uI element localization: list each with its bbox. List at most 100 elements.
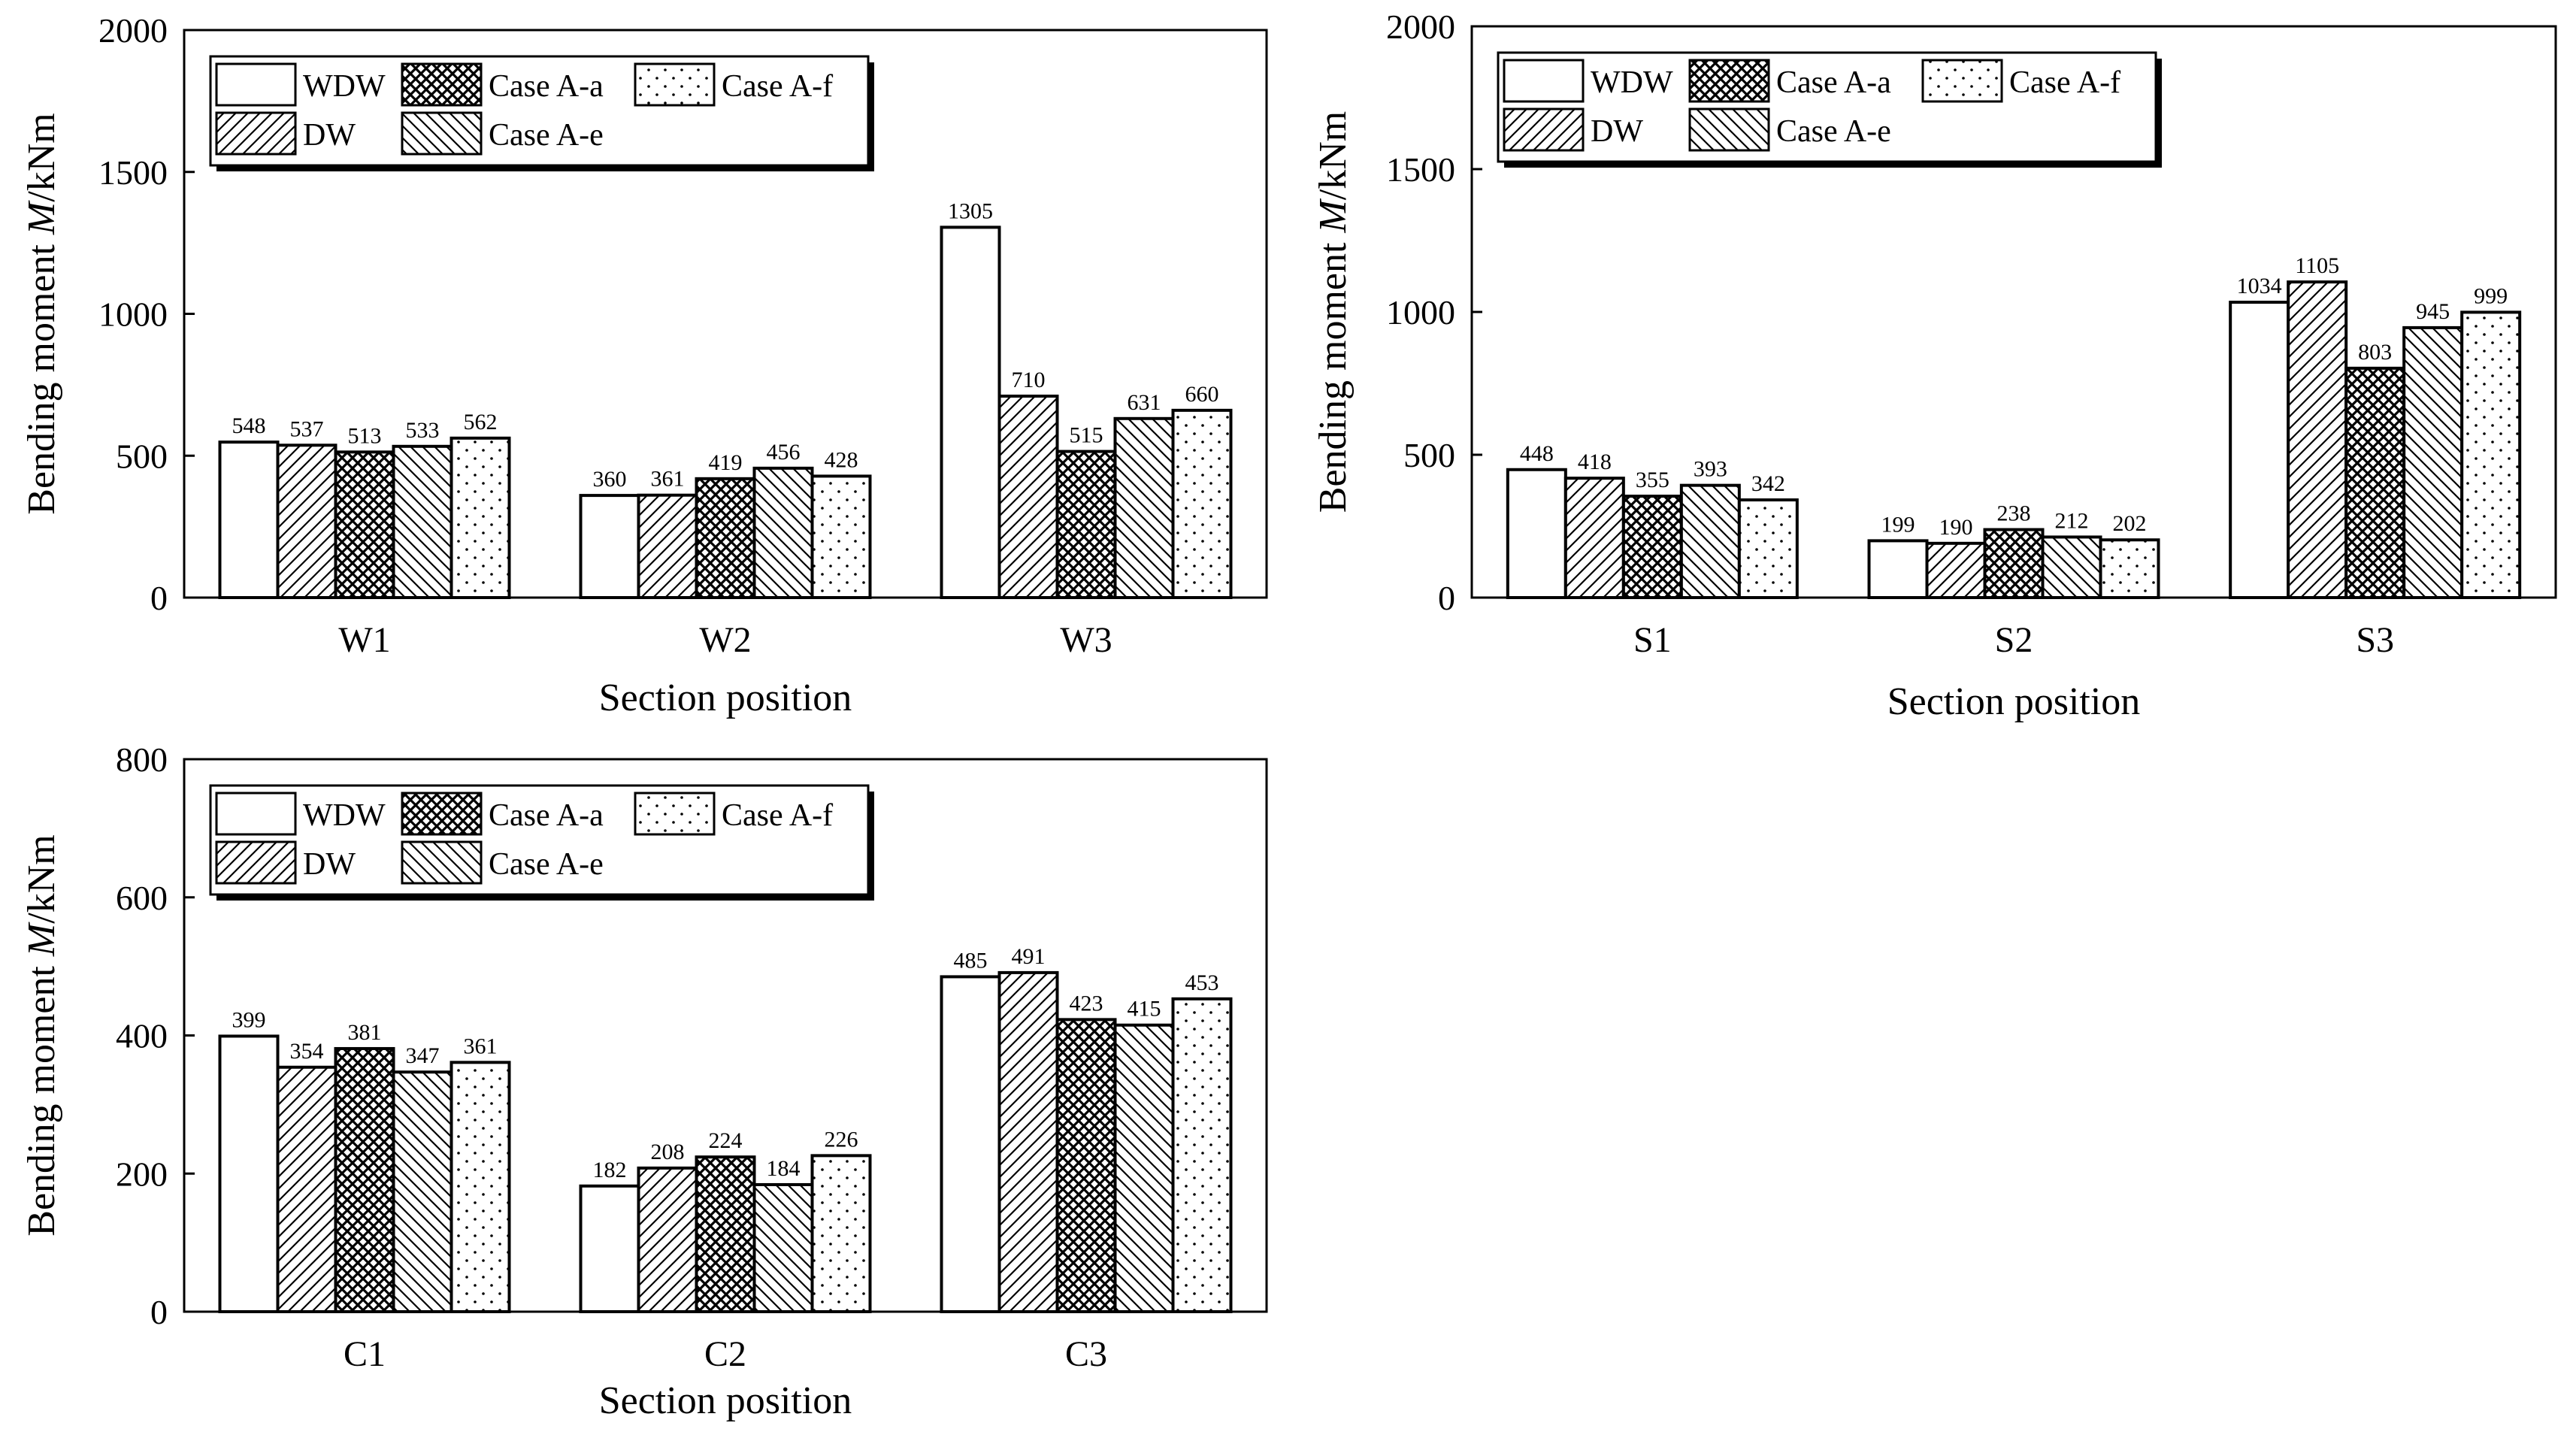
bar-S2-case-a-a [1983,528,2045,599]
y-tick-label: 0 [150,1293,168,1331]
bar-S3-case-a-e [2402,325,2464,599]
data-label: 453 [1185,970,1219,995]
legend-swatch [1688,107,1770,152]
data-label: 710 [1012,368,1046,392]
bar-S1-case-a-f [1737,498,1799,599]
x-category-label: W2 [699,620,751,660]
data-label: 418 [1578,450,1612,474]
data-label: 423 [1070,991,1103,1016]
data-label: 182 [593,1158,627,1182]
bar-C2-case-a-e [752,1182,814,1313]
legend: WDW Case A-a Case A-f DW Case A-e [1497,51,2162,168]
legend-swatch [1503,59,1585,103]
y-tick-label: 0 [1438,579,1455,617]
legend-swatch [215,111,297,156]
y-tick-label: 1000 [1386,293,1455,331]
data-label: 355 [1636,468,1669,492]
legend-label: Case A-f [722,69,833,104]
data-label: 945 [2416,299,2450,324]
legend-swatch [401,111,483,156]
data-label: 513 [348,423,382,448]
bar-S2-case-a-e [2041,535,2102,599]
bar-S2-dw [1925,541,1987,599]
bar-W2-dw [637,493,698,599]
data-label: 381 [348,1020,382,1045]
bar-C2-wdw [579,1184,640,1313]
legend-swatch [401,792,483,836]
bar-C1-dw [276,1065,338,1313]
data-label: 631 [1128,390,1161,415]
data-label: 415 [1128,997,1161,1022]
data-label: 533 [406,418,440,443]
legend-label: WDW [1591,65,1673,100]
x-category-label: S2 [1995,620,2033,660]
legend-label: Case A-a [489,69,604,104]
y-tick-label: 2000 [1386,8,1455,46]
x-axis-title: Section position [1887,680,2141,723]
data-label: 803 [2358,340,2392,365]
bar-S1-case-a-a [1621,495,1683,599]
data-label: 202 [2113,511,2147,536]
bar-C1-wdw [218,1034,280,1313]
data-label: 660 [1185,382,1219,407]
x-axis-title: Section position [599,677,852,719]
data-label: 1034 [2237,274,2282,298]
data-label: 226 [825,1127,858,1152]
legend-box [1497,51,2157,163]
legend-label: Case A-e [489,118,604,153]
bar-W3-case-a-f [1171,408,1233,599]
data-label: 361 [651,467,685,492]
y-tick-label: 500 [116,437,168,475]
legend-label: Case A-a [1776,65,1891,100]
bar-C3-case-a-f [1171,997,1233,1314]
y-tick-label: 200 [116,1155,168,1193]
data-label: 485 [954,948,988,973]
bar-W3-case-a-e [1113,416,1175,599]
data-label: 361 [464,1034,498,1058]
legend-swatch [1688,59,1770,103]
data-label: 347 [406,1043,440,1068]
bar-W2-case-a-a [695,477,756,600]
bar-S1-dw [1563,477,1625,599]
y-tick-label: 600 [116,879,168,917]
legend-label: WDW [303,798,386,833]
bar-S3-case-a-a [2344,366,2406,599]
legend-swatch [1503,107,1585,152]
data-label: 1305 [948,198,993,223]
data-label: 184 [767,1156,801,1181]
y-tick-label: 400 [116,1017,168,1055]
y-tick-label: 800 [116,740,168,779]
bar-S2-case-a-f [2099,538,2160,599]
data-label: 399 [232,1007,266,1032]
bar-W3-dw [997,394,1059,599]
bar-W1-dw [276,443,338,599]
data-label: 999 [2474,283,2508,308]
data-label: 419 [709,450,743,475]
data-label: 199 [1881,512,1915,537]
bar-C2-case-a-f [810,1154,872,1314]
x-category-label: S3 [2356,620,2394,660]
x-category-label: C3 [1065,1334,1107,1374]
y-tick-label: 1000 [98,295,168,334]
chart-panel-1: 0 500 1000 1500 2000 Bending moment M/kNm 548 5… [20,11,1268,719]
bar-S3-dw [2287,280,2348,599]
legend-swatch [215,792,297,836]
y-tick-label: 2000 [98,11,168,50]
bar-W3-case-a-a [1055,450,1117,600]
y-tick-label: 1500 [1386,150,1455,189]
bar-W1-case-a-e [392,444,453,599]
legend-label: DW [303,118,356,153]
data-label: 428 [825,447,858,472]
data-label: 491 [1012,944,1046,969]
bar-W2-wdw [579,494,640,599]
data-label: 548 [232,413,266,438]
x-category-label: C2 [704,1334,746,1374]
bar-C3-case-a-a [1055,1018,1117,1314]
chart-panel-2: 0 500 1000 1500 2000 Bending moment M/kNm 448 4… [1312,8,2557,723]
legend-label: WDW [303,69,386,104]
legend-label: Case A-f [722,798,833,833]
bar-W2-case-a-f [810,474,872,599]
data-label: 456 [767,440,801,465]
legend-label: Case A-a [489,798,604,833]
legend-box [209,784,870,896]
